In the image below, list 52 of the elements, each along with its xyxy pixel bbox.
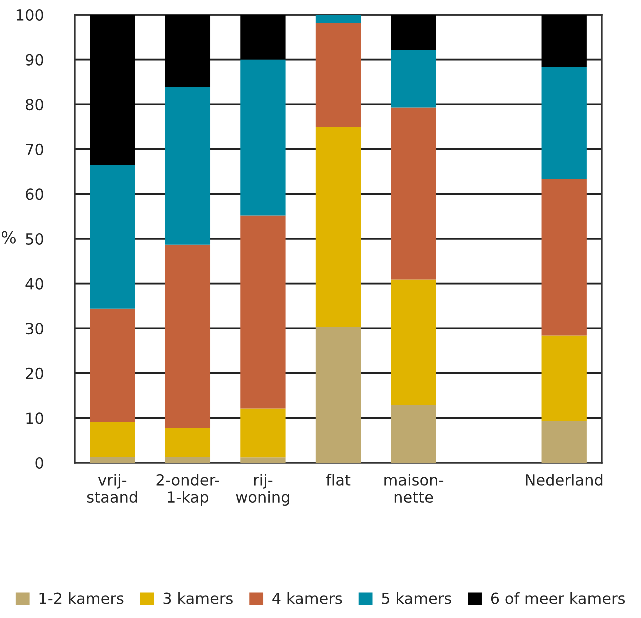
legend-label: 1-2 kamers: [40, 592, 124, 604]
x-tick-label: vrij- staand: [87, 474, 138, 504]
x-tick-label: Nederland: [526, 474, 603, 486]
bar: [90, 422, 136, 458]
bar: [542, 336, 587, 422]
bar: [165, 428, 211, 458]
bar: [391, 108, 436, 280]
bar: [240, 15, 286, 60]
x-tick-label: flat: [326, 474, 351, 486]
legend-label: 4 kamers: [272, 592, 342, 604]
bar: [240, 408, 286, 458]
bar: [240, 216, 286, 409]
y-tick-label: 80: [26, 99, 44, 111]
y-tick-label: 40: [26, 278, 44, 290]
legend-label: 3 kamers: [164, 592, 233, 604]
bar: [240, 458, 286, 463]
x-tick-label: rij- woning: [236, 474, 290, 506]
bar: [316, 23, 362, 127]
y-tick-label: 70: [26, 144, 44, 156]
x-tick-label: 2-onder- 1-kap: [156, 474, 220, 506]
bar: [391, 280, 436, 406]
bar: [542, 179, 587, 336]
legend-label: 6 of meer kamers: [491, 592, 626, 604]
y-tick-label: 0: [36, 457, 44, 470]
bar: [90, 15, 136, 166]
y-tick-label: 30: [26, 323, 44, 335]
y-tick-label: 60: [26, 188, 44, 200]
bar: [316, 127, 362, 328]
bar: [391, 50, 436, 108]
bar: [316, 15, 362, 24]
bar: [391, 405, 436, 463]
x-tick-label: maison- nette: [384, 474, 444, 504]
bar: [165, 15, 211, 88]
bar: [90, 166, 136, 309]
y-tick-label: 100: [16, 9, 44, 22]
bar: [391, 15, 436, 50]
bar: [165, 244, 211, 429]
bar: [316, 327, 362, 463]
y-tick-label: 10: [26, 412, 44, 424]
bar: [165, 87, 211, 245]
bar: [542, 421, 587, 463]
y-tick-label: 50: [26, 233, 44, 246]
legend-label: 5 kamers: [382, 592, 452, 604]
y-tick-label: 90: [26, 54, 44, 66]
y-axis-title: %: [2, 231, 16, 244]
bar: [542, 15, 587, 67]
bar: [240, 60, 286, 216]
bar: [90, 308, 136, 422]
bar: [165, 457, 211, 463]
bar: [542, 66, 587, 180]
bar: [90, 457, 136, 463]
y-tick-label: 20: [26, 368, 44, 380]
